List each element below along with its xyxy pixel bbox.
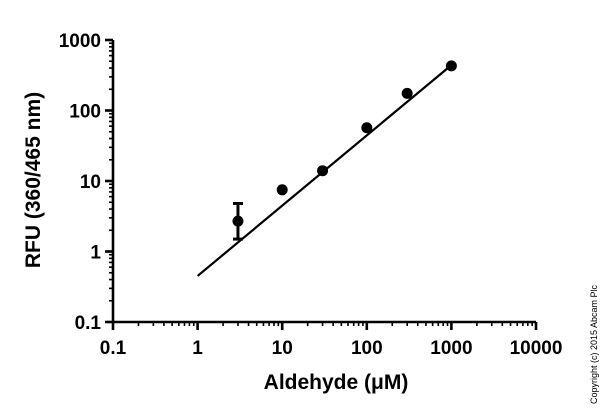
y-tick-label: 100 <box>69 102 101 123</box>
y-tick-label: 1000 <box>59 31 101 52</box>
x-tick-label: 1000 <box>430 338 472 359</box>
y-tick-label: 0.1 <box>75 313 102 334</box>
y-axis-title: RFU (360/465 nm) <box>22 92 45 268</box>
y-tick-label: 10 <box>80 172 101 193</box>
x-tick-label: 0.1 <box>100 338 127 359</box>
data-point <box>276 184 288 196</box>
x-tick-label: 10 <box>272 338 293 359</box>
y-tick-label: 1 <box>90 243 101 264</box>
data-points <box>232 60 457 241</box>
data-point <box>232 215 244 227</box>
x-tick-label: 10000 <box>510 338 563 359</box>
data-point <box>317 165 329 177</box>
data-point <box>401 87 413 99</box>
tick-labels: 0.1 1 10 100 1000 0.1 1 10 100 1000 10000 <box>59 31 563 359</box>
x-axis-title: Aldehyde (μM) <box>264 371 409 394</box>
copyright-notice: Copyright (c) 2015 Abcam Plc <box>589 284 599 404</box>
x-tick-label: 100 <box>351 338 383 359</box>
axes <box>105 38 538 330</box>
data-point <box>361 122 373 134</box>
data-point <box>445 60 457 72</box>
x-tick-label: 1 <box>192 338 203 359</box>
